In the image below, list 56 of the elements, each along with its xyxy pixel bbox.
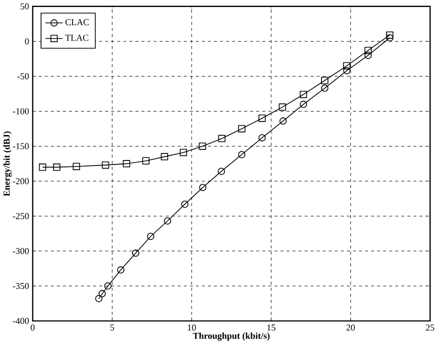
point xyxy=(53,163,60,171)
point xyxy=(258,134,266,142)
point xyxy=(117,266,124,274)
x-tick-label: 25 xyxy=(426,324,434,331)
point xyxy=(343,67,350,74)
y-axis-title: Energy/bit (dBJ) xyxy=(3,131,12,196)
point xyxy=(279,117,287,125)
point xyxy=(238,125,246,132)
x-tick-label: 0 xyxy=(30,324,35,331)
point xyxy=(364,46,372,54)
point xyxy=(278,103,286,111)
point xyxy=(95,294,102,302)
x-axis-title: Throughput (kbit/s) xyxy=(192,332,270,341)
point xyxy=(122,160,130,168)
point xyxy=(199,184,206,192)
point xyxy=(238,150,246,158)
point xyxy=(142,157,150,164)
point xyxy=(164,217,172,225)
x-tick-label: 20 xyxy=(346,324,355,331)
point xyxy=(321,84,328,92)
x-tick-label: 5 xyxy=(110,324,114,330)
point xyxy=(160,152,168,160)
point xyxy=(386,34,394,42)
y-tick-label: -250 xyxy=(12,212,29,220)
y-tick-label: 50 xyxy=(20,3,29,10)
point xyxy=(198,142,206,150)
y-tick-label: -350 xyxy=(12,282,29,289)
y-tick-label: -150 xyxy=(12,143,29,150)
point xyxy=(104,282,112,290)
y-tick-label: -300 xyxy=(12,248,29,254)
point xyxy=(300,100,308,108)
point xyxy=(218,168,226,175)
x-tick-label: 15 xyxy=(267,324,276,331)
y-tick-label: -50 xyxy=(17,73,29,80)
point xyxy=(72,162,80,170)
point xyxy=(343,62,350,70)
point xyxy=(98,290,106,298)
point xyxy=(147,232,154,240)
x-tick-label: 10 xyxy=(188,324,196,331)
point xyxy=(386,31,394,39)
point xyxy=(218,134,226,142)
y-tick-label: 0 xyxy=(24,38,29,44)
point xyxy=(181,200,188,208)
point xyxy=(180,148,188,156)
point xyxy=(132,249,140,257)
legend-label: CLAC xyxy=(65,19,89,26)
point xyxy=(258,114,266,122)
legend-label: TLAC xyxy=(65,34,88,41)
point xyxy=(102,161,110,169)
point xyxy=(38,163,46,171)
y-tick-label: -400 xyxy=(12,318,29,324)
point xyxy=(300,90,308,98)
point xyxy=(364,52,372,59)
y-tick-label: -100 xyxy=(12,108,29,114)
point xyxy=(321,76,328,84)
y-tick-label: -200 xyxy=(12,178,29,184)
